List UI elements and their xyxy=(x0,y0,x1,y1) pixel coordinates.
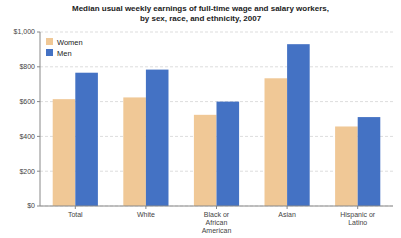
y-axis: $0 $200 $400 $600 $800 $1,000 xyxy=(14,28,40,209)
title: Median usual weekly earnings of full-tim… xyxy=(72,4,329,23)
bar xyxy=(53,99,76,206)
bar xyxy=(217,102,240,206)
bar xyxy=(335,126,358,206)
title-line: by sex, race, and ethnicity, 2007 xyxy=(140,14,262,23)
bar xyxy=(194,115,217,206)
x-tick xyxy=(216,206,217,209)
bar xyxy=(75,73,98,206)
bar xyxy=(265,78,288,206)
y-tick-label: $800 xyxy=(19,63,35,70)
bar xyxy=(123,97,146,206)
x-tick-label: Hispanic orLatino xyxy=(340,211,376,226)
bars xyxy=(53,44,381,206)
y-tick-label: $0 xyxy=(27,202,35,209)
x-axis: Total White Black orAfricanAmerican Asian Hi… xyxy=(68,206,376,234)
legend: Women Men xyxy=(46,38,83,58)
background xyxy=(0,0,401,238)
x-tick-label-line: American xyxy=(202,227,232,234)
grid xyxy=(40,32,393,206)
x-tick-label-line: Latino xyxy=(348,219,367,226)
grid-line xyxy=(40,32,393,33)
x-tick-label-line: White xyxy=(137,211,155,218)
x-tick-label: Asian xyxy=(278,211,296,218)
x-tick-label: Total xyxy=(68,211,83,218)
bar xyxy=(358,117,381,206)
y-axis-line xyxy=(40,32,41,206)
x-tick xyxy=(357,206,358,209)
bar xyxy=(146,70,169,206)
bar xyxy=(287,44,310,206)
x-tick-label-line: Hispanic or xyxy=(340,211,376,219)
y-tick-label: $200 xyxy=(19,168,35,175)
grid-line xyxy=(40,66,393,67)
x-tick-label-line: Asian xyxy=(278,211,296,218)
y-tick-label: $400 xyxy=(19,133,35,140)
y-tick-label: $600 xyxy=(19,98,35,105)
x-tick-label: White xyxy=(137,211,155,218)
title-line: Median usual weekly earnings of full-tim… xyxy=(72,4,329,13)
x-tick xyxy=(287,206,288,209)
x-tick xyxy=(145,206,146,209)
x-tick-label: Black orAfricanAmerican xyxy=(202,211,232,234)
legend-label: Women xyxy=(57,38,83,47)
x-tick xyxy=(75,206,76,209)
x-tick-label-line: African xyxy=(206,219,228,226)
chart: Median usual weekly earnings of full-tim… xyxy=(0,0,401,238)
y-tick-label: $1,000 xyxy=(14,28,36,35)
x-tick-label-line: Black or xyxy=(204,211,230,218)
legend-label: Men xyxy=(57,49,72,58)
x-tick-label-line: Total xyxy=(68,211,83,218)
legend-swatch xyxy=(46,38,53,45)
legend-swatch xyxy=(46,49,53,56)
